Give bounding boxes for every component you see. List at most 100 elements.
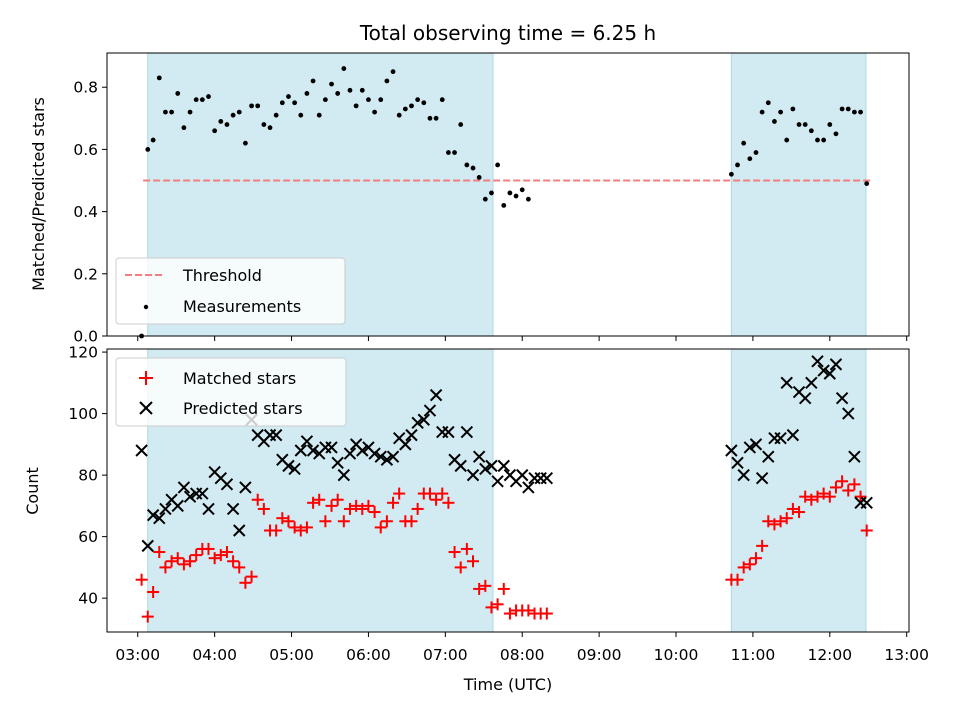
measurement-point [353,103,359,109]
predicted-star-point [534,471,547,485]
predicted-star-point [479,462,492,476]
count-y-axis-label: Count [23,467,42,515]
matched-star-point [731,573,744,586]
predicted-star-point [528,471,541,485]
x-tick-label: 03:00 [115,646,160,664]
matched-star-point [836,475,849,488]
predicted-star-point [454,459,467,473]
predicted-star-point [288,462,301,476]
measurements-legend-label: Measurements [183,297,301,316]
x-tick-label: 09:00 [577,646,622,664]
matched-star-point [460,542,473,555]
matched-star-point [202,542,215,555]
ratio-y-ticks: 0.0 0.2 0.4 0.6 0.8 [73,79,107,346]
measurement-point [279,100,285,106]
y-tick-label: 60 [78,528,98,546]
count-y-ticks: 40 60 80 100 120 [68,344,107,608]
measurement-point [359,87,365,93]
measurement-point [212,128,218,134]
x-tick-label: 10:00 [654,646,699,664]
measurement-point [421,100,427,106]
measurement-point [735,162,740,168]
matched-star-point [350,499,363,512]
matched-star-point [208,552,221,565]
measurement-point [236,109,242,115]
measurement-point [181,125,187,131]
matched-star-point [159,561,172,574]
measurement-point [833,131,839,137]
predicted-star-point [423,404,437,417]
predicted-star-point [725,444,738,457]
predicted-legend-swatch [139,401,153,415]
measurement-point [145,147,151,152]
predicted-star-point [282,459,295,473]
matched-star-point [307,496,320,509]
matched-star-point [233,561,246,574]
measurement-point [316,112,322,118]
measurement-point [464,162,470,168]
measurement-point [808,128,814,134]
matched-star-point [774,515,787,528]
measurement-point [415,97,421,103]
predicted-star-point [239,481,252,494]
matched-star-point [380,515,393,528]
measurement-point [163,109,168,115]
matched-star-point [491,598,504,611]
count-axes-frame [106,348,910,633]
measurement-point [267,125,273,131]
measurement-point [513,193,519,199]
measurement-point [150,137,156,143]
predicted-star-point [835,392,849,405]
measurement-point [772,119,777,124]
x-axis-label: Time (UTC) [463,675,552,694]
matched-star-point [227,555,240,568]
ratio-y-axis-label: Matched/Predicted stars [29,97,48,291]
ratio-panel: 0.00.20.40.60.8 Matched/Predicted stars … [29,52,910,346]
matched-star-point [829,481,842,494]
y-tick-label: 0.2 [73,265,98,283]
chart-title: Total observing time = 6.25 h [359,21,656,45]
measurement-point [858,109,863,115]
matched-star-point [485,601,498,614]
predicted-star-point [472,450,486,463]
predicted-star-point [171,499,184,513]
measurement-point [864,181,870,187]
matched-star-point [848,478,861,491]
matched-star-point [756,539,769,552]
predicted-star-point [805,376,818,390]
predicted-star-point [356,444,369,457]
matched-star-point [214,549,227,562]
predicted-star-point [386,450,400,463]
predicted-star-point [220,478,234,491]
matched-star-point [257,502,270,515]
matched-star-point [251,493,264,506]
measurement-point [827,122,833,127]
y-tick-label: 80 [78,467,98,485]
matched-star-point [220,546,233,559]
matched-star-point [270,524,283,537]
matched-star-point [177,558,190,571]
measurement-point [495,162,501,168]
predicted-star-point [429,388,443,402]
ratio-x-ticks [137,336,908,341]
matched-star-point [467,555,480,568]
matched-star-point [799,490,812,503]
count-legend-box [115,357,347,427]
measurement-point [815,137,820,143]
matched-star-point [356,502,369,515]
count-panel: 40 60 80 100 120 03:00 04:00 05:00 06:00 07:00 08… [23,344,929,694]
predicted-star-point [331,456,344,470]
predicted-star-point [540,471,554,485]
x-tick-label: 06:00 [346,646,391,664]
measurement-point [341,66,347,71]
x-tick-label: 13:00 [884,646,929,664]
matched-star-point [762,515,775,528]
measurement-point [476,174,482,180]
matched-star-point [294,524,307,537]
measurement-point [759,109,765,115]
matched-star-point [860,524,873,537]
measurement-point [458,122,464,127]
measurement-point [747,156,753,162]
matched-star-point [153,546,166,559]
